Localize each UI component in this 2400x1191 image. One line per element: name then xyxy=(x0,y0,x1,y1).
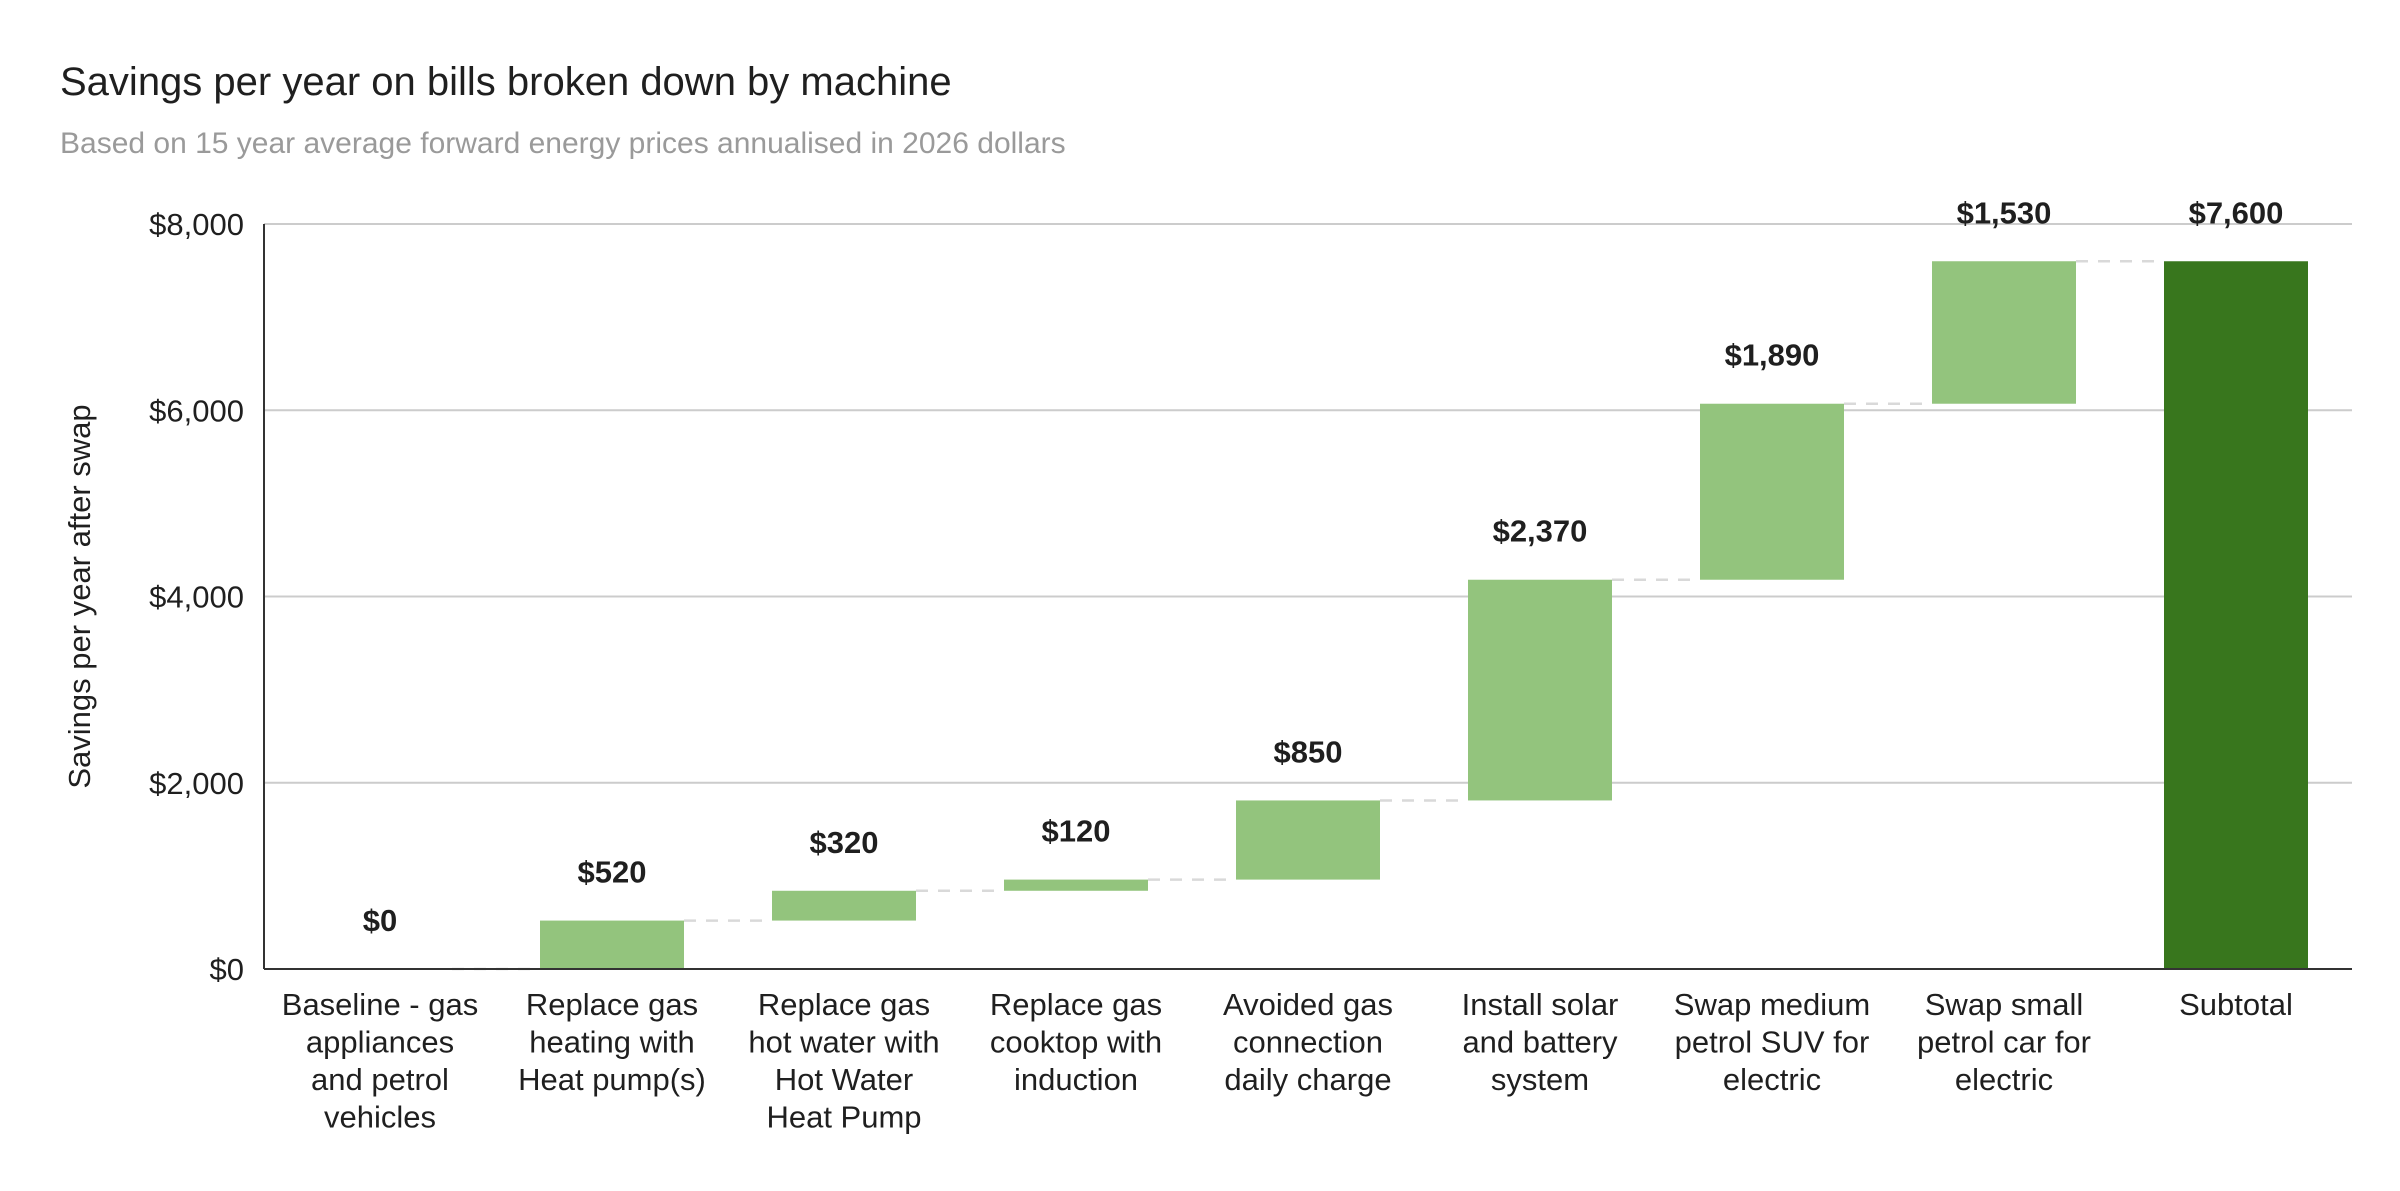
labels: $0 $2,000 $4,000 $6,000 $8,000 Savings per ye… xyxy=(62,195,2293,1134)
x-tick-label: system xyxy=(1491,1062,1589,1097)
bar xyxy=(1468,579,1612,801)
data-label: $320 xyxy=(810,825,879,860)
bar xyxy=(1004,879,1148,891)
x-tick-label: Avoided gas xyxy=(1223,987,1393,1022)
data-label: $7,600 xyxy=(2189,195,2284,230)
x-tick-label: Swap small xyxy=(1925,987,2084,1022)
data-label: $1,890 xyxy=(1725,338,1820,373)
data-label: $2,370 xyxy=(1493,514,1588,549)
bar xyxy=(772,890,916,921)
data-label: $520 xyxy=(578,855,647,890)
x-tick-label: Hot Water xyxy=(775,1062,913,1097)
x-tick-label: Replace gas xyxy=(990,987,1162,1022)
y-tick-label: $6,000 xyxy=(149,393,244,428)
x-tick-label: petrol car for xyxy=(1917,1025,2091,1060)
x-tick-label: Heat Pump xyxy=(766,1100,921,1135)
y-tick-label: $2,000 xyxy=(149,766,244,801)
x-tick-label: Subtotal xyxy=(2179,987,2293,1022)
bars xyxy=(308,261,2308,970)
chart-subtitle: Based on 15 year average forward energy … xyxy=(60,127,1066,160)
data-label: $1,530 xyxy=(1957,195,2052,230)
chart-title: Savings per year on bills broken down by… xyxy=(60,60,952,104)
data-label: $0 xyxy=(363,903,397,938)
x-tick-label: cooktop with xyxy=(990,1025,1162,1060)
x-tick-label: and battery xyxy=(1462,1025,1618,1060)
x-tick-label: Heat pump(s) xyxy=(518,1062,706,1097)
x-tick-label: petrol SUV for xyxy=(1675,1025,1870,1060)
bar xyxy=(1236,800,1380,880)
x-tick-label: Replace gas xyxy=(758,987,930,1022)
y-axis-title: Savings per year after swap xyxy=(62,404,97,788)
axes xyxy=(263,224,2352,970)
x-tick-label: induction xyxy=(1014,1062,1138,1097)
x-tick-label: and petrol xyxy=(311,1062,449,1097)
x-tick-label: connection xyxy=(1233,1025,1383,1060)
x-tick-label: Swap medium xyxy=(1674,987,1870,1022)
x-tick-label: heating with xyxy=(529,1025,694,1060)
x-tick-label: hot water with xyxy=(748,1025,939,1060)
gridlines xyxy=(264,223,2352,784)
x-tick-label: vehicles xyxy=(324,1100,436,1135)
y-tick-label: $8,000 xyxy=(149,207,244,242)
x-tick-label: daily charge xyxy=(1224,1062,1391,1097)
bar xyxy=(2164,261,2308,969)
y-tick-label: $0 xyxy=(210,952,244,987)
y-tick-label: $4,000 xyxy=(149,580,244,615)
bar xyxy=(1700,403,1844,580)
x-tick-label: Install solar xyxy=(1462,987,1619,1022)
x-tick-label: electric xyxy=(1955,1062,2053,1097)
x-tick-label: Replace gas xyxy=(526,987,698,1022)
bar xyxy=(540,920,684,969)
x-tick-label: electric xyxy=(1723,1062,1821,1097)
bar xyxy=(1932,261,2076,404)
x-tick-label: appliances xyxy=(306,1025,454,1060)
data-label: $850 xyxy=(1274,734,1343,769)
x-tick-label: Baseline - gas xyxy=(282,987,478,1022)
data-label: $120 xyxy=(1042,814,1111,849)
